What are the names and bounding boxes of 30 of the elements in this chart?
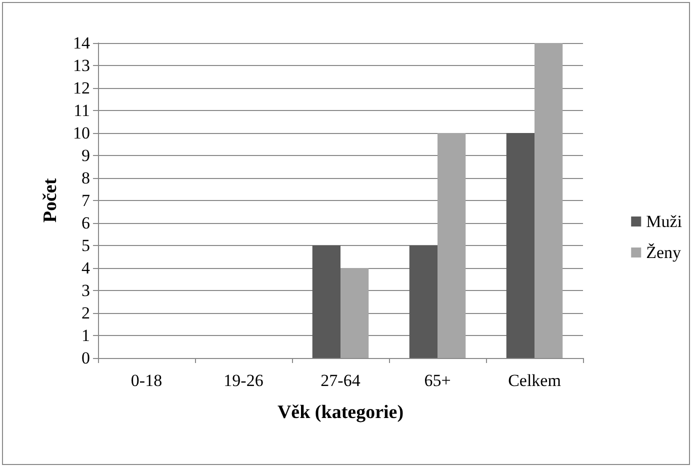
y-tick-label: 6 <box>82 214 90 232</box>
y-tick-label: 5 <box>82 236 90 255</box>
y-tick-label: 10 <box>73 124 90 142</box>
x-tick-label: Celkem <box>508 371 561 390</box>
x-tick-label: 65+ <box>424 371 451 390</box>
x-tick-label: 0-18 <box>130 371 162 390</box>
y-tick-label: 3 <box>82 281 90 300</box>
y-axis-title: Počet <box>40 178 61 223</box>
y-tick-label: 14 <box>73 34 90 52</box>
bar <box>438 133 466 358</box>
y-tick-label: 11 <box>74 101 90 120</box>
bar <box>409 246 438 358</box>
y-tick-label: 12 <box>73 78 90 98</box>
legend-label: Ženy <box>646 243 682 262</box>
y-tick-label: 13 <box>73 56 90 75</box>
legend-label: Muži <box>646 212 682 231</box>
bar <box>312 246 340 358</box>
y-tick-label: 0 <box>82 348 90 368</box>
x-axis-title: Věk (kategorie) <box>277 402 404 423</box>
bar <box>534 43 563 358</box>
bar <box>506 133 534 358</box>
y-tick-label: 1 <box>82 326 90 345</box>
x-tick-label: 19-26 <box>224 371 264 390</box>
x-tick-label: 27-64 <box>320 371 361 390</box>
bar <box>340 268 369 358</box>
y-tick-label: 7 <box>82 191 90 210</box>
y-tick-label: 8 <box>82 168 90 188</box>
y-tick-label: 4 <box>82 258 90 278</box>
y-tick-label: 9 <box>82 146 90 165</box>
y-tick-label: 2 <box>82 304 90 322</box>
